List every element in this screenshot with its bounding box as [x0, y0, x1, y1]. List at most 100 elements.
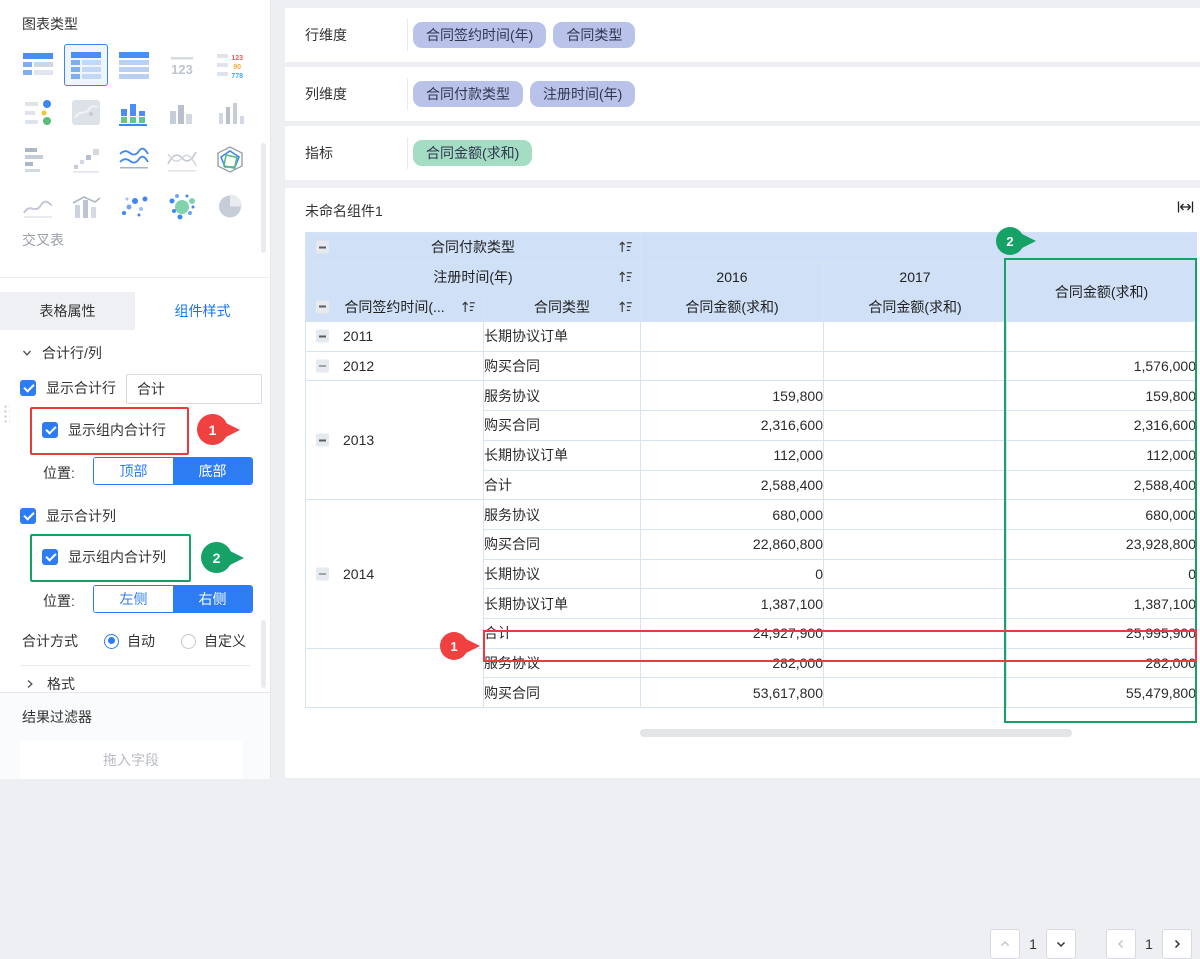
collapse-icon[interactable] [316, 329, 329, 343]
chart-type-radar-icon[interactable] [208, 138, 252, 180]
total-method-row: 合计方式 自动 自定义 [22, 633, 246, 649]
sort-icon[interactable] [619, 271, 632, 283]
row-position-top-button[interactable]: 顶部 [94, 458, 173, 484]
value-cell: 680,000 [640, 499, 824, 530]
group-total-value-cell: 680,000 [1006, 499, 1197, 530]
tab-table-properties[interactable]: 表格属性 [0, 292, 135, 330]
chart-type-map-icon[interactable] [64, 91, 108, 133]
chart-type-dot-list-icon[interactable] [16, 91, 60, 133]
chart-type-bubble-icon[interactable] [160, 185, 204, 227]
chart-type-line-icon[interactable] [112, 138, 156, 180]
collapse-icon[interactable] [316, 433, 329, 447]
contract-type-cell: 服务协议 [483, 380, 641, 412]
contract-type-cell: 长期协议订单 [483, 439, 641, 471]
dimension-pill[interactable]: 合同付款类型 [413, 81, 523, 107]
collapse-icon[interactable] [316, 300, 329, 314]
method-custom-radio[interactable] [181, 633, 196, 649]
show-group-total-col-checkbox[interactable] [42, 549, 58, 565]
selected-chart-label: 交叉表 [22, 232, 64, 248]
divider [407, 137, 408, 169]
year-label: 2014 [343, 565, 375, 582]
chart-type-kpi-icon[interactable]: 123 [160, 44, 204, 86]
chart-type-range-area-icon[interactable] [160, 138, 204, 180]
section-total-row-col[interactable]: 合计行/列 [22, 343, 102, 363]
row-header-year: 2011 [305, 321, 484, 352]
show-total-col: 显示合计列 [20, 506, 116, 526]
tab-component-style[interactable]: 组件样式 [135, 292, 270, 330]
table-row: 长期协议订单 1,387,100 1,387,100 [306, 588, 1197, 619]
dimension-pill[interactable]: 合同签约时间(年) [413, 22, 547, 48]
chevron-down-icon [22, 350, 32, 356]
chart-type-area-icon[interactable] [16, 185, 60, 227]
value-cell: 24,927,900 [640, 617, 824, 649]
page-down-button[interactable] [1046, 929, 1076, 959]
show-total-col-checkbox[interactable] [20, 508, 36, 524]
sidebar-tabs: 表格属性 组件样式 [0, 292, 270, 330]
contract-type-cell: 购买合同 [483, 528, 641, 560]
value-cell: 0 [640, 558, 824, 590]
group-total-value-cell: 2,588,400 [1006, 469, 1197, 501]
chart-type-bar-icon[interactable] [160, 91, 204, 133]
chart-type-step-scatter-icon[interactable] [64, 138, 108, 180]
table-body: 2011 长期协议订单 2012 购买合同 1,576,000 2013 服务协议 159,8… [305, 321, 1197, 709]
sidebar-scrollbar[interactable] [261, 620, 266, 688]
shelf-label: 指标 [305, 145, 333, 161]
total-row-name-input[interactable] [126, 374, 262, 404]
sort-icon[interactable] [619, 241, 632, 253]
value-cell [823, 499, 1007, 530]
col-position-left-button[interactable]: 左侧 [94, 586, 173, 612]
chart-type-column-icon[interactable] [208, 91, 252, 133]
value-cell [823, 469, 1007, 501]
annotation-pin-2-table: 2 [996, 227, 1036, 255]
col-2016-header: 2016 [640, 261, 824, 293]
contract-type-cell: 长期协议 [483, 558, 641, 590]
page-left-button[interactable] [1106, 929, 1136, 959]
page-right-button[interactable] [1162, 929, 1192, 959]
group-total-value-cell: 1,387,100 [1006, 588, 1197, 619]
group-total-label-cell: 合计 [483, 617, 641, 649]
drag-handle-icon[interactable] [3, 404, 10, 424]
fit-width-icon[interactable] [1177, 200, 1194, 217]
chart-type-detail-table-icon[interactable] [112, 44, 156, 86]
chart-type-scatter-icon[interactable] [112, 185, 156, 227]
method-auto-radio[interactable] [104, 633, 119, 649]
contract-type-cell: 购买合同 [483, 350, 641, 382]
chart-type-hbar-icon[interactable] [16, 138, 60, 180]
dimension-pill[interactable]: 注册时间(年) [530, 81, 636, 107]
pill-container: 合同金额(求和) [413, 126, 533, 180]
row-position-bottom-button[interactable]: 底部 [173, 458, 252, 484]
value-cell [823, 321, 1007, 352]
result-filter-dropzone[interactable]: 拖入字段 [20, 741, 242, 779]
collapse-icon[interactable] [316, 359, 329, 373]
show-total-row-checkbox[interactable] [20, 380, 36, 396]
chart-type-multi-kpi-icon[interactable]: 123 90 778 [208, 44, 252, 86]
header-row: 合同签约时间(... 合同类型 合同金额(求和) 合同金额(求和) [305, 291, 1197, 323]
sidebar-scrollbar[interactable] [261, 143, 266, 253]
col-position-segmented: 左侧 右侧 [93, 585, 253, 613]
page-up-button[interactable] [990, 929, 1020, 959]
chart-type-pie-icon[interactable] [208, 185, 252, 227]
sort-icon[interactable] [619, 301, 632, 313]
collapse-icon[interactable] [316, 240, 329, 254]
group-total-value-cell: 2,316,600 [1006, 410, 1197, 441]
row-dimension-shelf: 行维度 合同签约时间(年) 合同类型 [285, 8, 1200, 62]
col-position-right-button[interactable]: 右侧 [173, 586, 252, 612]
shelf-label: 列维度 [305, 86, 347, 102]
chart-type-cross-table-icon[interactable] [64, 44, 108, 86]
group-total-value-cell: 1,576,000 [1006, 350, 1197, 382]
chart-type-grouped-table-icon[interactable] [16, 44, 60, 86]
dimension-pill[interactable]: 合同类型 [553, 22, 636, 48]
chart-type-combo-icon[interactable] [64, 185, 108, 227]
sort-icon[interactable] [462, 301, 475, 313]
section-format[interactable]: 格式 [25, 674, 75, 694]
divider [0, 277, 270, 278]
value-cell [823, 528, 1007, 560]
vertical-page-number: 1 [1029, 936, 1037, 952]
horizontal-scrollbar[interactable] [640, 729, 1072, 737]
show-group-total-row-checkbox[interactable] [42, 422, 58, 438]
chart-type-stacked-bar-icon[interactable] [112, 91, 156, 133]
header-spacer [640, 232, 1197, 263]
collapse-icon[interactable] [316, 567, 329, 581]
measure-pill[interactable]: 合同金额(求和) [413, 140, 533, 166]
value-cell: 282,000 [640, 647, 824, 679]
